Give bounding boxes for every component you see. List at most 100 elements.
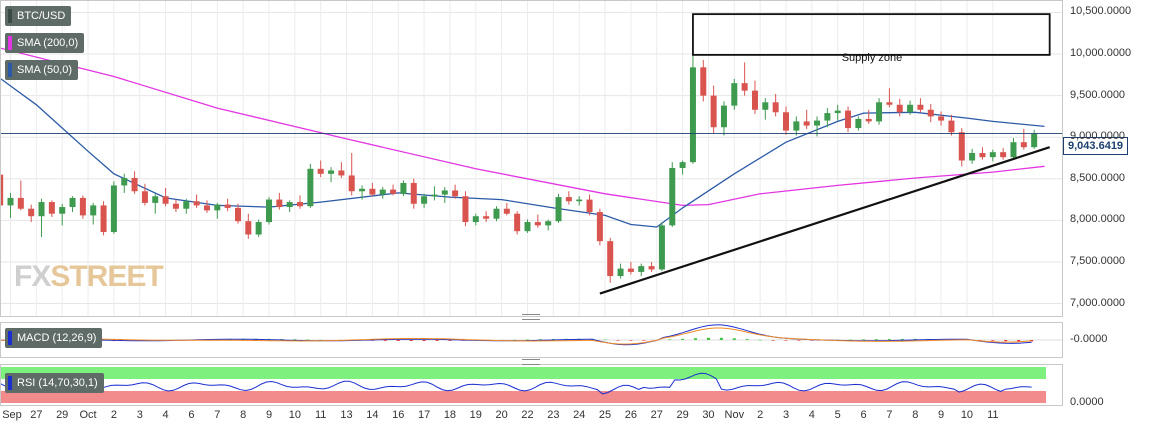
instrument-label[interactable]: BTC/USD — [5, 6, 72, 26]
candle-57 — [586, 194, 593, 216]
candle-body-88 — [907, 104, 914, 113]
candle-body-39 — [400, 182, 407, 194]
y-tick-label: 10,500.0000 — [1070, 5, 1132, 18]
candle-31 — [317, 160, 324, 178]
sma-200-label[interactable]: SMA (200,0) — [5, 33, 85, 53]
macd-hist-bar-48 — [306, 339, 310, 341]
x-tick-label: 22 — [521, 409, 534, 421]
candle-22 — [224, 198, 231, 212]
candle-50 — [514, 211, 521, 235]
candle-body-43 — [441, 190, 448, 195]
x-tick-label: 4 — [162, 409, 169, 421]
macd-hist-bar-50 — [319, 339, 323, 341]
macd-hist-bar-118 — [758, 339, 762, 341]
macd-hist-bar-46 — [293, 339, 297, 340]
supply-zone-label: Supply zone — [841, 52, 903, 64]
sma-50-line — [0, 77, 1045, 228]
macd-hist-bar-66 — [422, 340, 426, 341]
candle-68 — [700, 59, 707, 102]
candle-49 — [503, 202, 510, 216]
candle-52 — [534, 214, 541, 228]
candle-60 — [617, 263, 624, 279]
candle-body-21 — [214, 204, 221, 211]
candle-59 — [607, 237, 614, 283]
macd-hist-bar-114 — [732, 338, 736, 340]
macd-hist-bar-136 — [874, 339, 878, 340]
candle-body-46 — [472, 216, 479, 223]
fxstreet-logo: FXSTREET — [14, 260, 164, 293]
candle-32 — [328, 167, 335, 183]
candle-body-52 — [534, 222, 541, 226]
y-tick-label: 8,000.0000 — [1070, 213, 1126, 226]
candle-body-69 — [710, 95, 717, 128]
candle-90 — [927, 103, 934, 123]
candle-body-32 — [328, 170, 335, 174]
macd-hist-bar-112 — [719, 337, 723, 340]
candle-body-74 — [762, 102, 769, 110]
macd-signal-line — [0, 327, 1032, 345]
macd-hist-bar-60 — [383, 340, 387, 341]
sma-50-swatch — [8, 63, 12, 77]
candle-11 — [110, 181, 117, 234]
macd-hist-bar-126 — [810, 340, 814, 341]
sma-200-series — [0, 47, 1045, 207]
macd-hist-bar-134 — [862, 339, 866, 340]
x-tick-label: 7 — [214, 409, 221, 421]
candle-73 — [751, 80, 758, 114]
supply-zone-box — [692, 13, 1051, 56]
candle-61 — [627, 261, 634, 275]
macd-hist-bar-122 — [784, 340, 788, 341]
candle-body-86 — [886, 102, 893, 105]
candle-body-91 — [938, 116, 945, 121]
candle-body-97 — [1000, 152, 1007, 158]
candle-75 — [772, 93, 779, 117]
candle-body-5 — [48, 202, 55, 214]
main-panel-bg — [0, 0, 1062, 316]
macd-hist-bar-80 — [513, 339, 517, 341]
macd-label[interactable]: MACD (12,26,9) — [5, 328, 103, 348]
candle-38 — [390, 184, 397, 196]
candle-body-27 — [276, 199, 283, 208]
candle-body-30 — [307, 168, 314, 207]
candle-44 — [452, 184, 459, 199]
candle-body-90 — [927, 109, 934, 117]
x-tick-label: 7 — [886, 409, 893, 421]
candle-body-42 — [431, 194, 438, 197]
candle-body-7 — [69, 197, 76, 208]
candle-17 — [172, 199, 179, 213]
sma-50-label[interactable]: SMA (50,0) — [5, 60, 79, 80]
x-tick-label: 13 — [340, 409, 353, 421]
x-tick-label: 8 — [240, 409, 247, 421]
candle-65 — [669, 162, 676, 228]
x-tick-label: 27 — [30, 409, 43, 421]
candle-body-62 — [638, 266, 645, 272]
candle-100 — [1031, 129, 1038, 149]
rsi-panel — [0, 364, 1062, 405]
candle-body-37 — [379, 189, 386, 195]
candle-body-24 — [245, 221, 252, 235]
x-tick-label: 24 — [573, 409, 586, 421]
main-panel-resize-handle[interactable] — [522, 314, 540, 320]
macd-panel-resize-handle[interactable] — [522, 359, 540, 365]
x-tick-label: 10 — [288, 409, 301, 421]
x-tick-label: Oct — [79, 409, 97, 421]
candle-body-45 — [462, 196, 469, 223]
macd-hist-bar-68 — [435, 340, 439, 341]
candle-95 — [979, 147, 986, 160]
candle-body-85 — [876, 102, 883, 122]
rsi-oversold-band — [0, 391, 1046, 403]
candle-42 — [431, 186, 438, 201]
candle-body-60 — [617, 268, 624, 277]
rsi-label[interactable]: RSI (14,70,30,1) — [5, 373, 104, 393]
candle-body-80 — [824, 113, 831, 121]
candle-80 — [824, 108, 831, 128]
candle-body-15 — [152, 196, 159, 203]
candle-body-16 — [162, 196, 169, 204]
candle-88 — [907, 100, 914, 115]
candle-body-3 — [28, 208, 35, 217]
candle-body-83 — [855, 118, 862, 129]
candle-34 — [348, 153, 355, 196]
candle-body-89 — [917, 104, 924, 110]
candle-body-6 — [59, 207, 66, 214]
candle-body-31 — [317, 168, 324, 174]
